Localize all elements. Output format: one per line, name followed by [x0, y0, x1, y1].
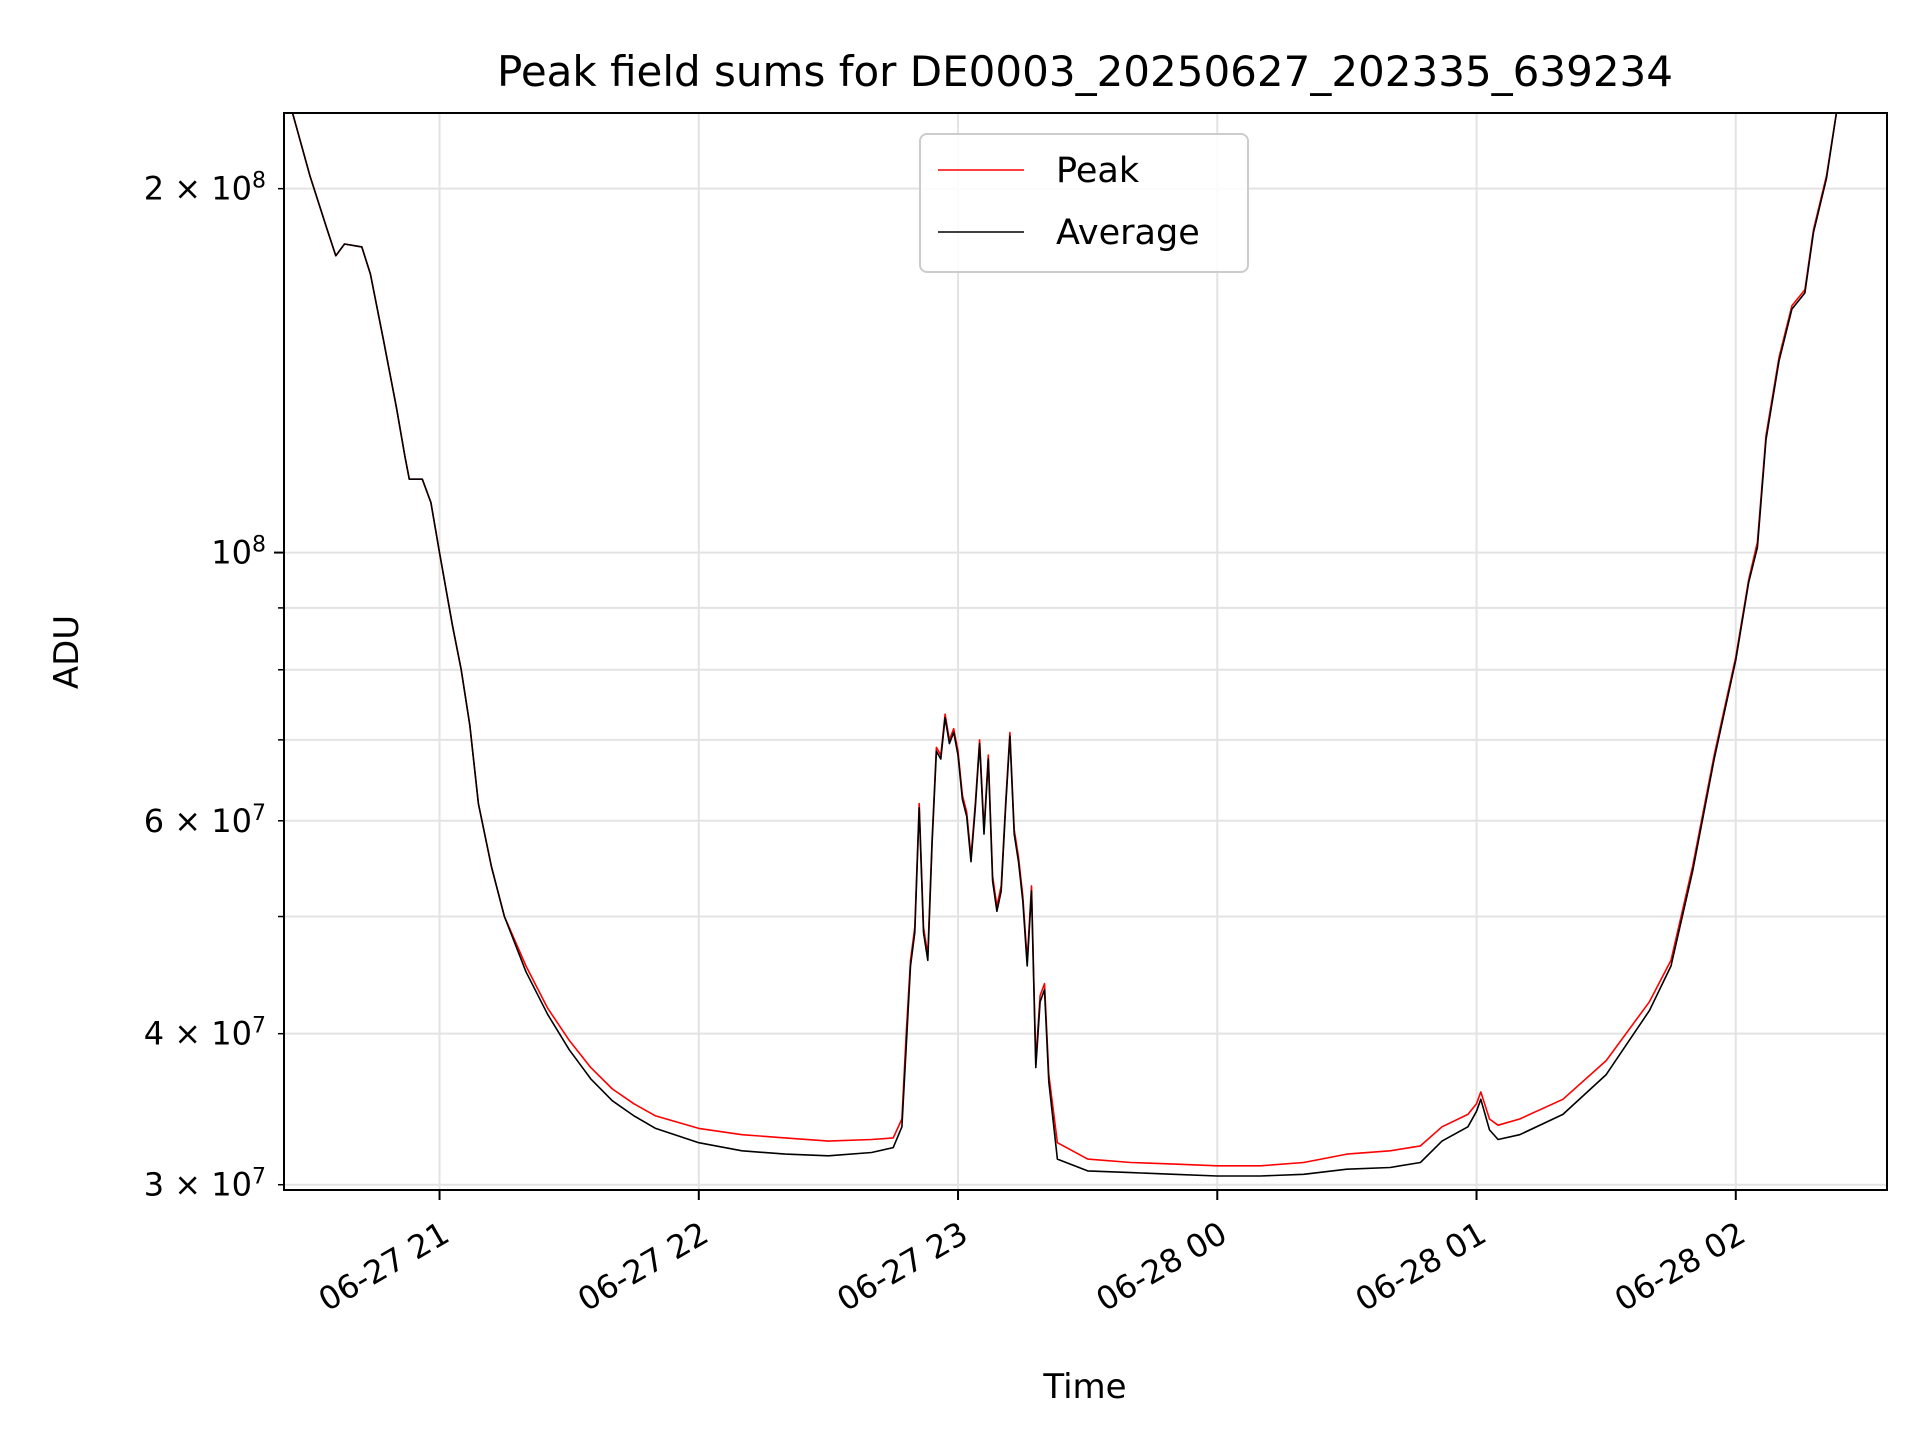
legend-label-average: Average — [1056, 213, 1200, 253]
y-tick-label: 108 — [211, 533, 266, 572]
legend-box — [919, 133, 1249, 273]
y-tick-label: 4 × 107 — [144, 1014, 266, 1053]
y-tick-label: 2 × 108 — [144, 169, 266, 208]
plot-frame — [283, 112, 1888, 1191]
series-layer — [291, 113, 1838, 1177]
y-tick-label: 6 × 107 — [144, 801, 266, 840]
chart-title: Peak field sums for DE0003_20250627_2023… — [497, 47, 1673, 96]
x-axis-label: Time — [1042, 1367, 1126, 1407]
y-axis-label: ADU — [47, 615, 87, 689]
series-line-average — [291, 113, 1838, 1177]
y-tick-label: 3 × 107 — [144, 1165, 266, 1204]
legend-label-peak: Peak — [1056, 151, 1140, 191]
legend: Peak Average — [919, 133, 1249, 273]
